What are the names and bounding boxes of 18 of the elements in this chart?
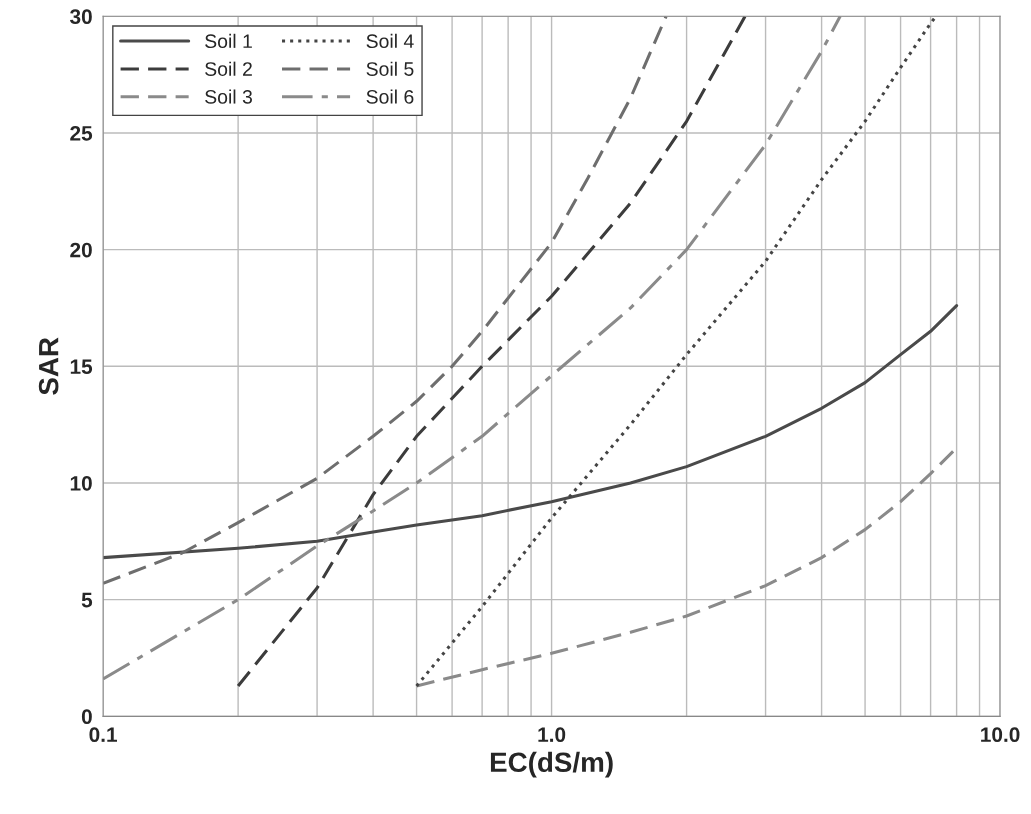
y-tick-label: 5 — [81, 592, 93, 608]
y-tick-label: 30 — [69, 9, 92, 25]
y-axis-title: SAR — [38, 337, 59, 395]
x-tick-label: 0.1 — [89, 727, 117, 743]
x-tick-label: 10.0 — [981, 727, 1020, 743]
legend-label: Soil 5 — [366, 61, 414, 76]
y-tick-label: 0 — [81, 709, 92, 725]
legend-label: Soil 4 — [366, 33, 414, 49]
y-tick-label: 15 — [70, 359, 93, 375]
y-tick-label: 10 — [70, 475, 92, 491]
x-axis-title: EC(dS/m) — [490, 751, 613, 778]
legend-label: Soil 6 — [366, 89, 414, 104]
legend-label: Soil 1 — [205, 33, 252, 49]
y-tick-label: 25 — [70, 125, 93, 141]
y-tick-label: 20 — [70, 242, 92, 258]
legend-label: Soil 3 — [205, 89, 252, 104]
legend-label: Soil 2 — [205, 61, 252, 76]
x-tick-label: 1.0 — [538, 727, 566, 743]
